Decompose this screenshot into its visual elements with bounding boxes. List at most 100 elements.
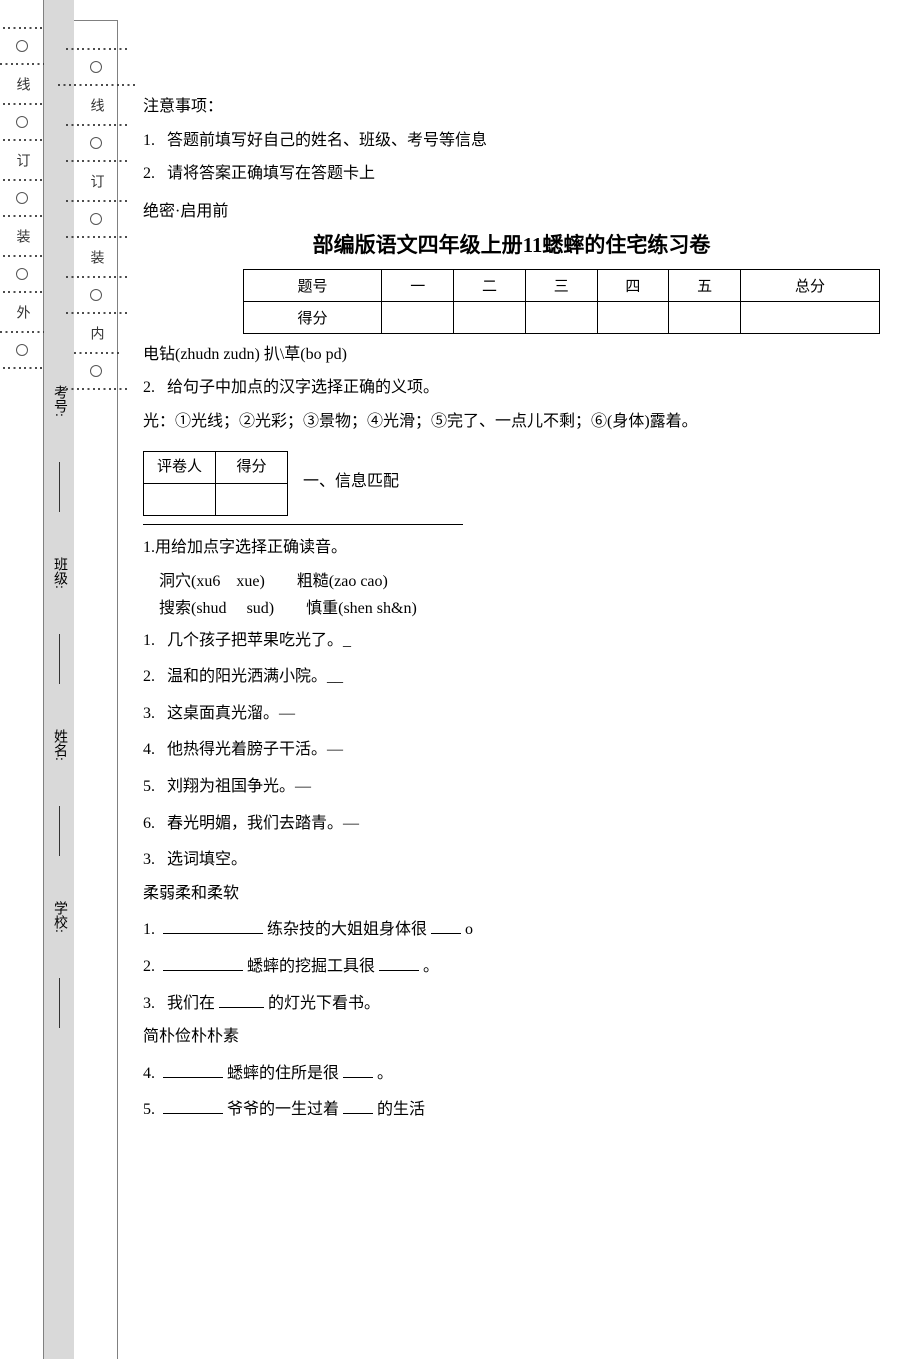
sentence-4: 4. 他热得光着膀子干活。— xyxy=(143,733,880,767)
s-num: 4. xyxy=(143,741,155,758)
q1-word-2c: 慎重(shen sh&n) xyxy=(306,600,417,617)
b-num: 4. xyxy=(143,1065,155,1082)
score-col-3: 三 xyxy=(525,269,597,301)
notice-block: 注意事项： 1. 答题前填写好自己的姓名、班级、考号等信息 2. 请将答案正确填… xyxy=(143,90,880,191)
q3-blank-1: 1. 练杂技的大姐姐身体很 o xyxy=(143,913,880,947)
punch-hole-icon xyxy=(16,192,28,204)
notice-item-num: 1. xyxy=(143,132,155,149)
q1-word-1b: xue) xyxy=(236,573,264,590)
sentence-6: 6. 春光明媚，我们去踏青。— xyxy=(143,807,880,841)
content-body: 电钻(zhudn zudn) 扒\草(bo pd) 2. 给句子中加点的汉字选择… xyxy=(143,338,880,1127)
score-cell xyxy=(597,301,669,333)
grader-col-1: 评卷人 xyxy=(144,451,216,484)
grader-cell xyxy=(144,484,216,516)
punch-hole-icon xyxy=(90,137,102,149)
sentence-5: 5. 刘翔为祖国争光。— xyxy=(143,770,880,804)
class-label: 班级: xyxy=(49,557,69,589)
field-underline xyxy=(59,978,60,1028)
q3-word-group-1: 柔弱柔和柔软 xyxy=(143,877,880,911)
blank-line xyxy=(163,1113,223,1114)
blank-line xyxy=(163,970,243,971)
s-text: 刘翔为祖国争光。— xyxy=(167,778,311,795)
q1-line-1: 洞穴(xu6 xue) 粗糙(zao cao) xyxy=(143,565,880,599)
punch-hole-icon xyxy=(16,40,28,52)
q3-blank-4: 4. 蟋蟀的住所是很 。 xyxy=(143,1057,880,1091)
guang-definition: 光：①光线；②光彩；③景物；④光滑；⑤完了、一点儿不剩；⑥(身体)露着。 xyxy=(143,405,880,439)
blank-line xyxy=(163,1077,223,1078)
q-num: 3. xyxy=(143,851,155,868)
blank-line xyxy=(431,933,461,934)
notice-heading: 注意事项： xyxy=(143,90,880,124)
grader-col-2: 得分 xyxy=(216,451,288,484)
notice-item-1: 1. 答题前填写好自己的姓名、班级、考号等信息 xyxy=(143,124,880,158)
score-cell xyxy=(382,301,454,333)
school-label: 学校: xyxy=(49,901,69,933)
s-text: 温和的阳光洒满小院。__ xyxy=(167,668,343,685)
section-underline xyxy=(143,524,463,525)
section-header-row: 评卷人 得分 一、信息匹配 xyxy=(143,439,880,525)
grader-table: 评卷人 得分 xyxy=(143,451,288,517)
q1-heading: 1.用给加点字选择正确读音。 xyxy=(143,531,880,565)
score-col-1: 一 xyxy=(382,269,454,301)
table-row: 题号 一 二 三 四 五 总分 xyxy=(143,269,880,301)
sentence-1: 1. 几个孩子把苹果吃光了。_ xyxy=(143,624,880,658)
punch-hole-icon xyxy=(16,116,28,128)
q3-blank-2: 2. 蟋蟀的挖掘工具很 。 xyxy=(143,950,880,984)
score-table: 题号 一 二 三 四 五 总分 得分 xyxy=(143,269,880,334)
score-cell xyxy=(454,301,526,333)
b-text-a: 蟋蟀的住所是很 xyxy=(227,1065,343,1082)
binding-label-staple: 装 xyxy=(86,250,106,264)
name-label: 姓名: xyxy=(49,729,69,761)
sentence-2: 2. 温和的阳光洒满小院。__ xyxy=(143,660,880,694)
blank-line xyxy=(379,970,419,971)
s-text: 这桌面真光溜。— xyxy=(167,705,295,722)
s-text: 几个孩子把苹果吃光了。_ xyxy=(167,632,351,649)
score-row-label: 得分 xyxy=(243,301,382,333)
s-num: 3. xyxy=(143,705,155,722)
punch-hole-icon xyxy=(90,213,102,225)
binding-inner-column: ⋮⋮⋮⋮ ⋮⋮⋮⋮⋮ 线 ⋮⋮⋮⋮ ⋮⋮⋮⋮ 订 ⋮⋮⋮⋮ ⋮⋮⋮⋮ 装 ⋮⋮⋮… xyxy=(74,0,118,1359)
binding-label-bind: 订 xyxy=(86,174,106,188)
punch-hole-icon xyxy=(90,61,102,73)
blank-line xyxy=(219,1007,264,1008)
q-text: 给句子中加点的汉字选择正确的义项。 xyxy=(167,379,439,396)
b-text-b: 的灯光下看书。 xyxy=(268,995,380,1012)
q1-word-2a: 搜索(shud xyxy=(159,600,227,617)
b-text-a: 我们在 xyxy=(167,995,215,1012)
b-num: 3. xyxy=(143,995,155,1012)
q1-word-2b: sud) xyxy=(247,600,275,617)
score-header-label: 题号 xyxy=(243,269,382,301)
b-text-a: 爷爷的一生过着 xyxy=(227,1101,343,1118)
q1-line-2: 搜索(shud sud) 慎重(shen sh&n) xyxy=(143,598,880,620)
s-num: 1. xyxy=(143,632,155,649)
binding-inner-border: ⋮⋮⋮⋮ ⋮⋮⋮⋮⋮ 线 ⋮⋮⋮⋮ ⋮⋮⋮⋮ 订 ⋮⋮⋮⋮ ⋮⋮⋮⋮ 装 ⋮⋮⋮… xyxy=(74,20,118,1359)
q-text: 选词填空。 xyxy=(167,851,247,868)
q3-heading: 3. 选词填空。 xyxy=(143,843,880,877)
score-col-4: 四 xyxy=(597,269,669,301)
binding-dots: ⋮⋮⋮ xyxy=(0,324,46,340)
blank-line xyxy=(343,1077,373,1078)
binding-label-staple: 装 xyxy=(12,229,32,243)
table-spacer xyxy=(143,301,243,333)
table-row: 得分 xyxy=(143,301,880,333)
s-num: 6. xyxy=(143,815,155,832)
blank-line xyxy=(343,1113,373,1114)
binding-outer-column: ⋮⋮⋮⋮ ⋮⋮⋮⋮⋮ 线 ⋮⋮⋮⋮ ⋮⋮⋮⋮ 订 ⋮⋮⋮⋮ ⋮⋮⋮⋮ 装 ⋮⋮⋮… xyxy=(0,0,44,1359)
q1-word-1a: 洞穴(xu6 xyxy=(159,573,220,590)
binding-label-line: 线 xyxy=(12,77,32,91)
punch-hole-icon xyxy=(16,344,28,356)
grader-cell xyxy=(216,484,288,516)
b-num: 5. xyxy=(143,1101,155,1118)
field-underline xyxy=(59,806,60,856)
secrecy-line: 绝密·启用前 xyxy=(143,197,880,221)
pinyin-extra-line: 电钻(zhudn zudn) 扒\草(bo pd) xyxy=(143,338,880,372)
section-1-title: 一、信息匹配 xyxy=(303,465,399,499)
q3-blank-3: 3. 我们在 的灯光下看书。 xyxy=(143,987,880,1021)
notice-item-2: 2. 请将答案正确填写在答题卡上 xyxy=(143,157,880,191)
b-text-b: 的生活 xyxy=(377,1101,425,1118)
field-underline xyxy=(59,634,60,684)
punch-hole-icon xyxy=(90,289,102,301)
notice-item-num: 2. xyxy=(143,165,155,182)
table-row: 评卷人 得分 xyxy=(144,451,288,484)
score-col-5: 五 xyxy=(669,269,741,301)
